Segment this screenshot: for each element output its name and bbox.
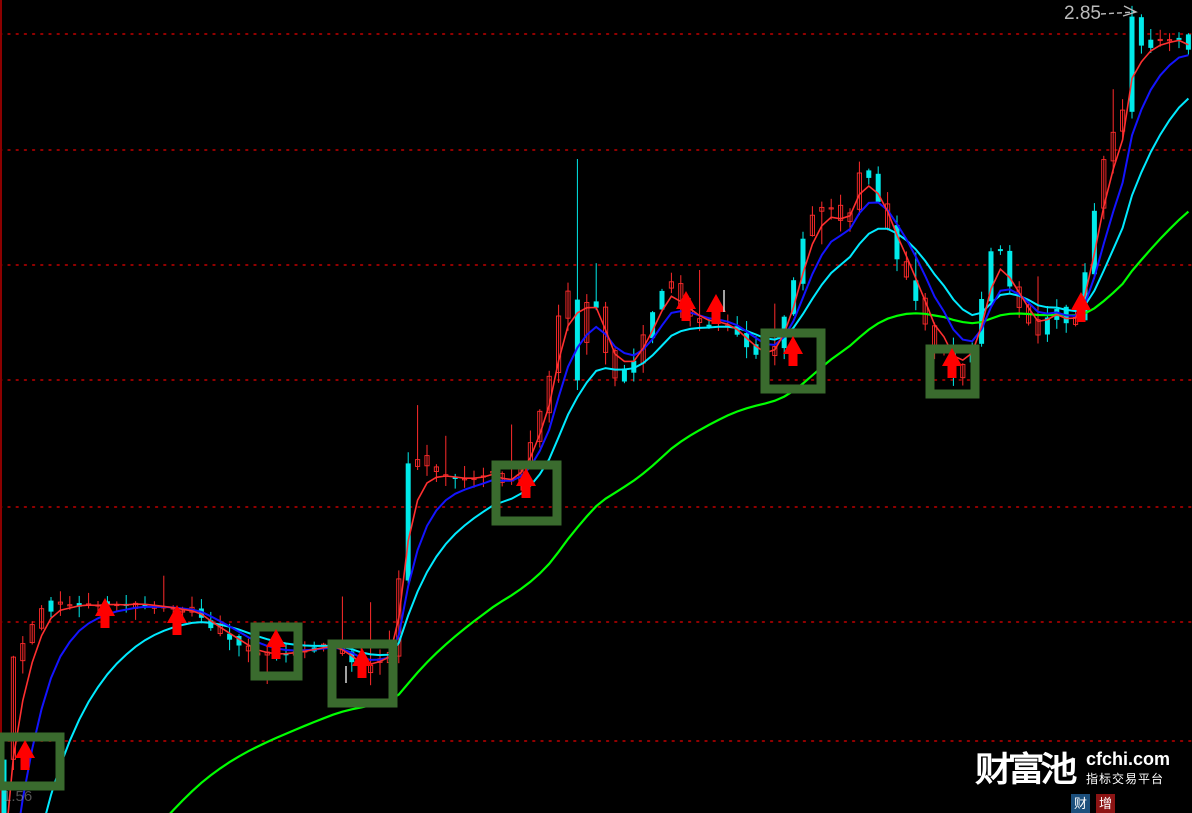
svg-text:cfchi.com: cfchi.com <box>1086 749 1170 769</box>
svg-text:1.56: 1.56 <box>3 788 32 805</box>
svg-text:增: 增 <box>1099 796 1112 811</box>
svg-text:2.85: 2.85 <box>1064 3 1101 24</box>
svg-text:指标交易平台: 指标交易平台 <box>1086 771 1164 786</box>
svg-text:财富池: 财富池 <box>975 750 1077 789</box>
svg-text:财: 财 <box>1074 796 1087 811</box>
